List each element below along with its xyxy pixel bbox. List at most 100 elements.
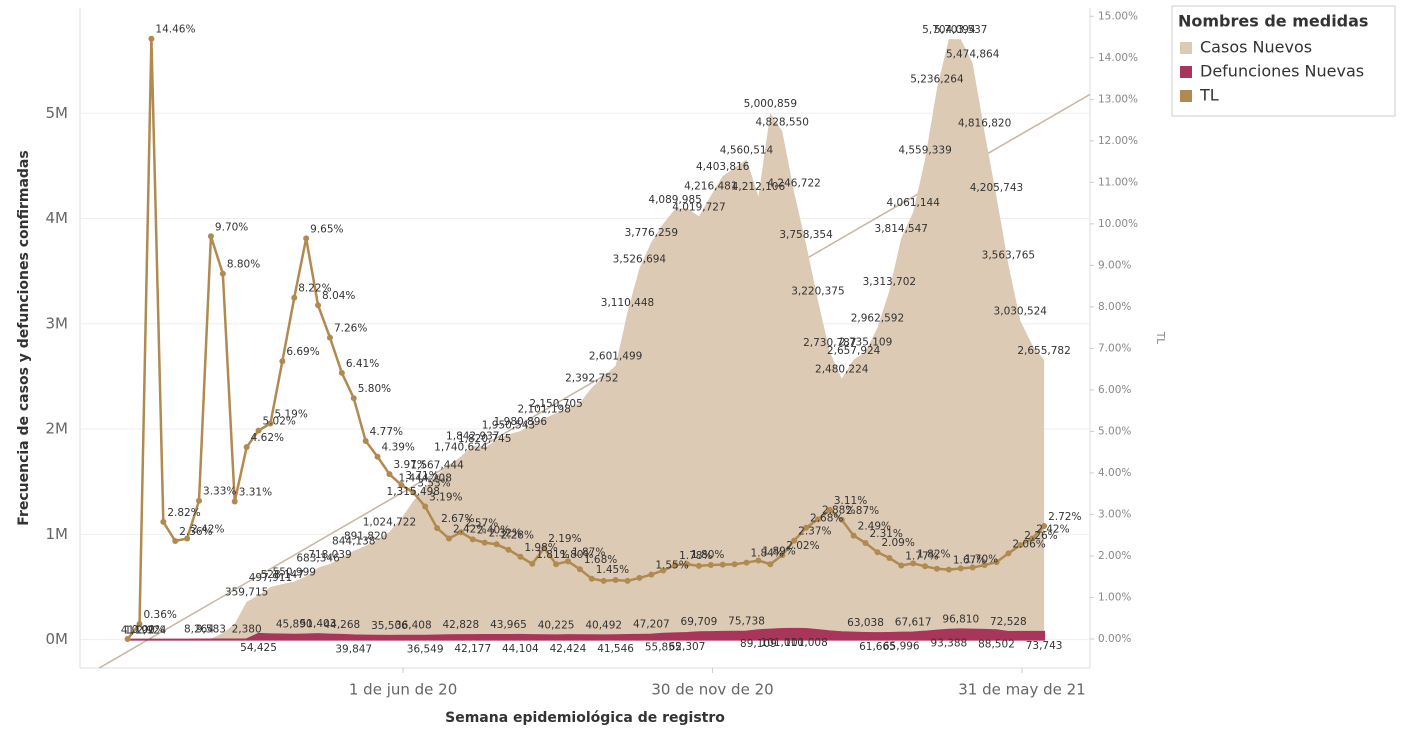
data-label: 7.26% — [334, 323, 367, 335]
legend-swatch — [1180, 66, 1192, 78]
data-label: 4,205,743 — [970, 182, 1023, 194]
data-label: 2.26% — [1024, 530, 1057, 542]
data-label: 2.40% — [477, 524, 510, 536]
point — [898, 562, 905, 569]
data-label: 2.88% — [822, 504, 855, 516]
data-label: 2,392,752 — [565, 373, 618, 385]
point — [755, 557, 762, 564]
point — [695, 562, 702, 569]
point — [767, 561, 774, 568]
data-label: 65,996 — [883, 641, 920, 653]
data-label: 62,307 — [669, 641, 706, 653]
data-label: 35,506 — [371, 620, 408, 632]
data-label: 42,828 — [443, 619, 480, 631]
data-label: 89,109 — [740, 638, 777, 650]
data-label: 3,526,694 — [613, 253, 667, 265]
data-label: 5,000,859 — [744, 98, 797, 110]
data-label: 2,480,224 — [815, 364, 869, 376]
data-label: 69,709 — [681, 616, 718, 628]
data-label: 1,192 — [124, 624, 154, 636]
y2-tick-label: 15.00% — [1098, 10, 1138, 22]
data-label: 61,665 — [859, 641, 896, 653]
data-label: 4,212,106 — [732, 181, 786, 193]
area — [127, 627, 1046, 641]
data-label: 3.97% — [393, 459, 426, 471]
data-label: 3.31% — [239, 487, 272, 499]
point — [362, 437, 369, 444]
data-label: 1,842,937 — [446, 431, 499, 443]
data-label: 3,758,354 — [779, 229, 833, 241]
point — [993, 559, 1000, 566]
point — [874, 549, 881, 556]
data-label: 2.72% — [1048, 511, 1081, 523]
point — [731, 561, 738, 568]
point — [814, 516, 821, 523]
data-label: 3,563,765 — [982, 249, 1035, 261]
point — [457, 529, 464, 536]
point — [660, 567, 667, 574]
data-label: 1.77% — [905, 550, 938, 562]
point — [636, 574, 643, 581]
point — [779, 552, 786, 559]
y2-tick-label: 7.00% — [1098, 342, 1131, 354]
point — [398, 481, 405, 488]
data-label: 1,980,896 — [494, 416, 548, 428]
data-label: 8,264 — [184, 624, 214, 636]
x-axis-title: Semana epidemiológica de registro — [445, 710, 725, 726]
data-label: 3,030,524 — [994, 306, 1048, 318]
point — [529, 560, 536, 567]
point — [600, 577, 607, 584]
data-label: 2,150,705 — [529, 398, 582, 410]
point — [719, 561, 726, 568]
y2-tick-label: 0.00% — [1098, 633, 1131, 645]
point — [434, 525, 441, 532]
point — [160, 518, 167, 525]
legend-label: Casos Nuevos — [1200, 38, 1312, 57]
x-tick-label: 31 de may de 21 — [958, 681, 1085, 699]
area — [127, 39, 1045, 640]
data-label: 2.57% — [465, 517, 498, 529]
y-tick-label: 3M — [46, 314, 69, 332]
data-label: 9.65% — [310, 223, 343, 235]
data-label: 63,038 — [847, 617, 884, 629]
data-label: 4,559,339 — [898, 145, 951, 157]
data-label: 8.22% — [298, 283, 331, 295]
y2-tick-label: 13.00% — [1098, 93, 1138, 105]
point — [374, 453, 381, 460]
y2-tick-label: 11.00% — [1098, 176, 1138, 188]
point — [672, 562, 679, 569]
data-label: 5.02% — [263, 416, 296, 428]
legend-swatch — [1180, 42, 1192, 54]
point — [957, 565, 964, 572]
data-label: 3.19% — [429, 492, 462, 504]
point — [219, 270, 226, 277]
data-label: 1,024,722 — [363, 517, 416, 529]
data-label: 2,380 — [232, 623, 262, 635]
legend-title: Nombres de medidas — [1178, 12, 1368, 31]
y2-tick-label: 5.00% — [1098, 425, 1131, 437]
y2-axis-title: TL — [1154, 331, 1166, 344]
data-label: 4,019,727 — [672, 201, 725, 213]
data-label: 5,703,537 — [934, 24, 987, 36]
data-label: 0.00% — [132, 624, 165, 636]
data-label: 718,039 — [308, 549, 351, 561]
data-label: 3,814,547 — [875, 223, 928, 235]
y2-tick-label: 2.00% — [1098, 550, 1131, 562]
point — [493, 541, 500, 548]
data-label: 2.42% — [1036, 523, 1069, 535]
data-label: 2.49% — [858, 521, 891, 533]
data-label: 1.68% — [584, 554, 617, 566]
data-label: 9.70% — [215, 221, 248, 233]
data-label: 101,008 — [784, 637, 827, 649]
point — [791, 537, 798, 544]
data-label: 5.19% — [274, 409, 307, 421]
data-label: 1,820,745 — [458, 433, 511, 445]
data-label: 44,268 — [323, 619, 360, 631]
point — [231, 498, 238, 505]
point — [624, 577, 631, 584]
point — [707, 562, 714, 569]
data-label: 40,225 — [538, 619, 575, 631]
legend-label: Defunciones Nuevas — [1200, 62, 1364, 81]
point — [243, 444, 250, 451]
data-label: 3.53% — [417, 477, 450, 489]
